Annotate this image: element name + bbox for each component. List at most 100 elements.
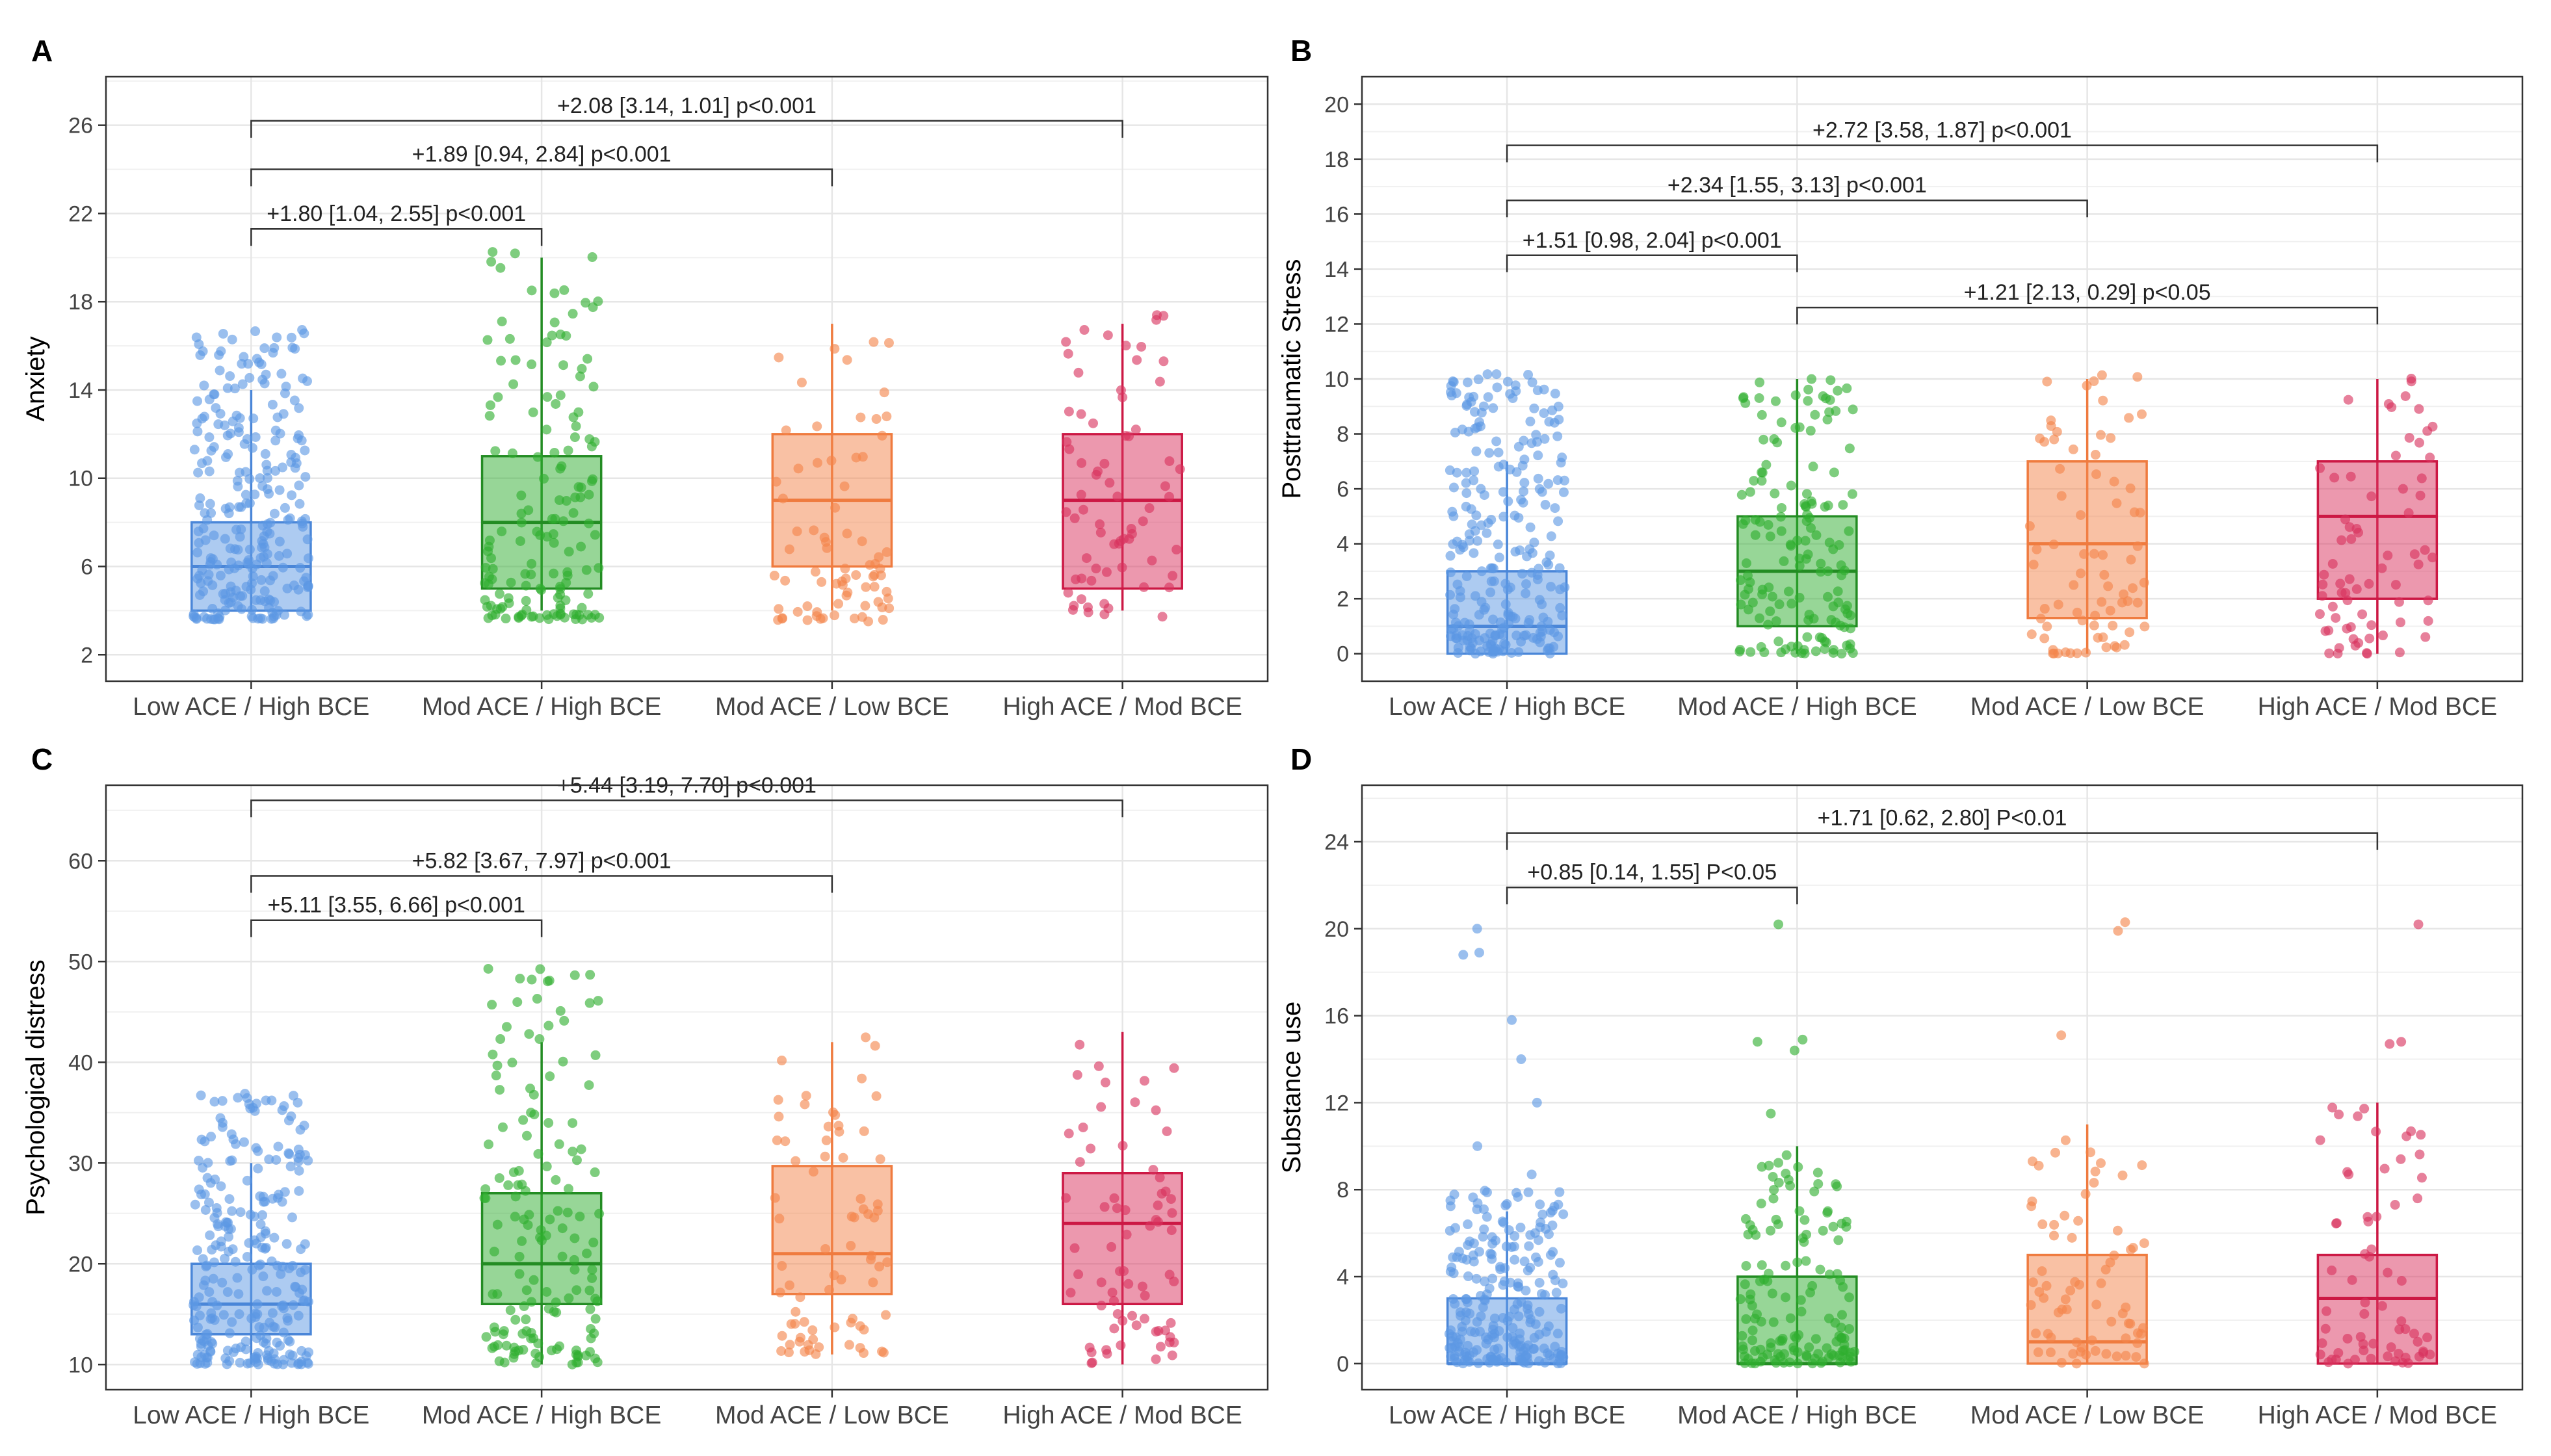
data-point bbox=[1811, 646, 1821, 656]
data-point bbox=[1818, 391, 1828, 401]
data-point bbox=[874, 552, 884, 562]
data-point bbox=[792, 526, 802, 536]
data-point bbox=[213, 419, 224, 430]
data-point bbox=[198, 346, 208, 356]
data-point bbox=[2139, 1238, 2149, 1249]
data-point bbox=[1775, 512, 1786, 522]
data-point bbox=[1100, 1077, 1110, 1087]
data-point bbox=[204, 466, 215, 476]
data-point bbox=[1545, 550, 1555, 560]
data-point bbox=[1121, 1229, 1132, 1240]
data-point bbox=[1471, 446, 1482, 456]
data-point bbox=[1516, 495, 1526, 505]
data-point bbox=[512, 997, 523, 1008]
data-point bbox=[1540, 500, 1550, 510]
data-point bbox=[1825, 375, 1836, 385]
data-point bbox=[2105, 605, 2115, 616]
data-point bbox=[1137, 1281, 1147, 1292]
data-point bbox=[868, 1277, 878, 1288]
data-point bbox=[497, 1122, 508, 1132]
data-point bbox=[1099, 609, 1110, 619]
data-point bbox=[257, 1210, 268, 1220]
data-point bbox=[287, 1212, 297, 1223]
data-point bbox=[1841, 1216, 1851, 1227]
data-point bbox=[1446, 1325, 1456, 1336]
data-point bbox=[1073, 1269, 1084, 1280]
data-point bbox=[1532, 634, 1542, 644]
data-point bbox=[274, 551, 284, 561]
data-point bbox=[518, 1345, 529, 1355]
data-point bbox=[1810, 410, 1820, 420]
data-point bbox=[192, 1322, 203, 1332]
data-point bbox=[571, 614, 581, 625]
data-point bbox=[840, 564, 850, 574]
data-point bbox=[865, 560, 875, 570]
data-point bbox=[1107, 1287, 1118, 1297]
data-point bbox=[2037, 1219, 2048, 1230]
data-point bbox=[1844, 1324, 1855, 1334]
data-point bbox=[1829, 645, 1839, 655]
data-point bbox=[1752, 1309, 1762, 1320]
data-point bbox=[1539, 408, 1549, 419]
data-point bbox=[270, 436, 281, 446]
data-point bbox=[494, 1356, 504, 1366]
data-point bbox=[569, 1233, 580, 1243]
data-point bbox=[199, 380, 209, 391]
data-point bbox=[493, 392, 503, 402]
data-point bbox=[504, 333, 515, 344]
data-point bbox=[830, 502, 841, 513]
data-point bbox=[232, 1273, 242, 1283]
data-point bbox=[1504, 1225, 1514, 1235]
data-point bbox=[1811, 1334, 1821, 1344]
data-point bbox=[1479, 1224, 1489, 1234]
data-point bbox=[564, 547, 574, 557]
data-point bbox=[1458, 542, 1469, 552]
data-point bbox=[2052, 426, 2062, 437]
data-point bbox=[1476, 646, 1486, 656]
data-point bbox=[2363, 1216, 2374, 1227]
data-point bbox=[527, 612, 537, 622]
data-point bbox=[207, 1297, 218, 1307]
data-point bbox=[2383, 1351, 2393, 1362]
data-point bbox=[1846, 623, 1856, 634]
data-point bbox=[206, 1308, 216, 1318]
data-point bbox=[1837, 1332, 1847, 1343]
data-point bbox=[1537, 487, 1547, 497]
data-point bbox=[265, 595, 276, 606]
data-point bbox=[1558, 1209, 1569, 1219]
data-point bbox=[1802, 632, 1812, 642]
data-point bbox=[549, 288, 560, 298]
data-point bbox=[215, 570, 226, 580]
comparison-bracket bbox=[1506, 144, 2379, 162]
data-point bbox=[527, 359, 537, 370]
data-point bbox=[2045, 1347, 2056, 1358]
data-point bbox=[551, 398, 561, 409]
data-point bbox=[863, 616, 874, 627]
data-point bbox=[282, 549, 293, 559]
data-point bbox=[2344, 574, 2355, 584]
data-point bbox=[841, 590, 852, 601]
y-tick-label: 0 bbox=[1337, 1352, 1349, 1377]
data-point bbox=[233, 1093, 243, 1103]
data-point bbox=[1556, 1303, 1566, 1314]
data-point bbox=[1164, 582, 1174, 593]
data-point bbox=[547, 514, 557, 524]
data-point bbox=[2096, 1278, 2106, 1288]
data-point bbox=[1747, 597, 1758, 608]
data-point bbox=[2396, 1316, 2407, 1327]
data-point bbox=[514, 1269, 525, 1279]
data-point bbox=[293, 584, 304, 595]
data-point bbox=[2050, 1147, 2060, 1158]
data-point bbox=[2139, 621, 2150, 632]
data-point bbox=[584, 1285, 595, 1295]
data-point bbox=[1482, 1212, 1492, 1222]
data-point bbox=[771, 476, 781, 487]
outlier-point bbox=[2056, 1030, 2067, 1041]
data-point bbox=[1736, 489, 1747, 500]
data-point bbox=[287, 1260, 298, 1271]
data-point bbox=[2034, 1160, 2044, 1171]
data-point bbox=[1804, 609, 1814, 619]
data-point bbox=[1527, 377, 1537, 387]
data-point bbox=[1116, 385, 1126, 395]
data-point bbox=[1754, 613, 1764, 623]
